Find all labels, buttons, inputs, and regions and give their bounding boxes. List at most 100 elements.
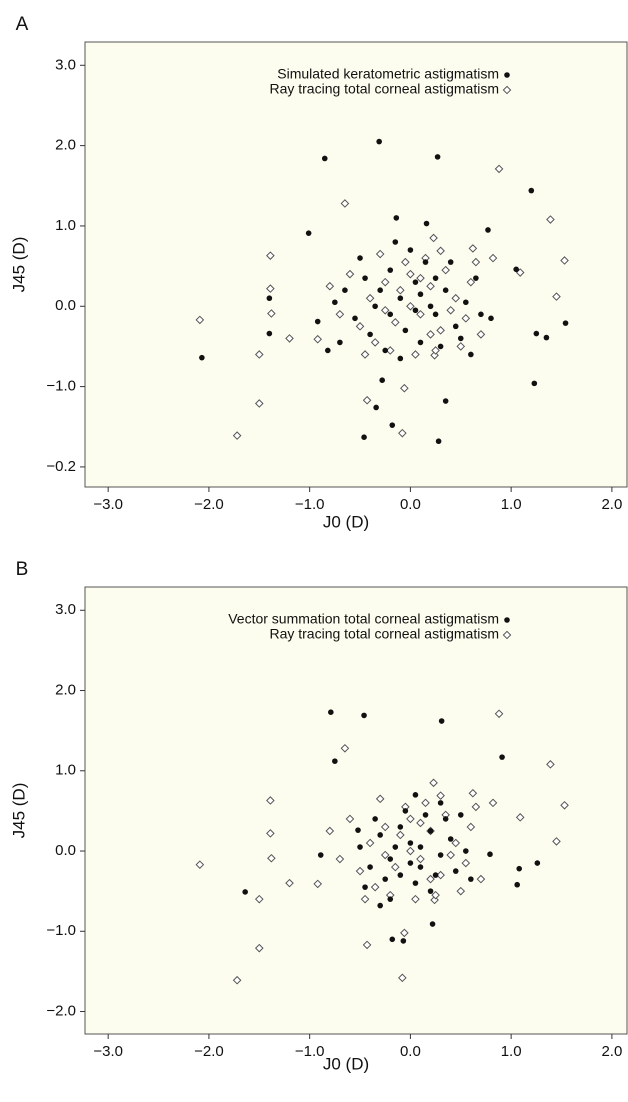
- point: [432, 311, 439, 318]
- x-tick-label: 1.0: [501, 1043, 522, 1060]
- point: [324, 347, 331, 354]
- point: [328, 709, 334, 715]
- point: [340, 743, 350, 753]
- point: [412, 792, 419, 798]
- point: [266, 796, 275, 805]
- point: [468, 351, 474, 358]
- point: [362, 395, 372, 405]
- point: [396, 285, 405, 295]
- point: [266, 330, 273, 337]
- point: [325, 281, 335, 291]
- point: [513, 266, 519, 273]
- point: [397, 355, 404, 362]
- point: [442, 816, 449, 822]
- point: [562, 320, 569, 326]
- point: [447, 259, 454, 265]
- point: [552, 837, 561, 846]
- y-tick-label: −1.0: [46, 922, 76, 939]
- series: [195, 164, 569, 440]
- legend-marker: [504, 72, 510, 78]
- point: [254, 350, 264, 359]
- point: [406, 814, 415, 824]
- point: [375, 249, 385, 259]
- point: [389, 422, 396, 428]
- legend-label: Ray tracing total corneal astigmatism: [269, 81, 499, 97]
- y-tick-label: −1.0: [46, 378, 76, 395]
- point: [382, 347, 389, 354]
- point: [494, 164, 504, 174]
- point: [372, 816, 378, 822]
- point: [377, 832, 383, 838]
- point: [332, 758, 338, 764]
- point: [342, 287, 348, 294]
- point: [390, 318, 400, 327]
- point: [446, 850, 456, 860]
- point: [411, 350, 420, 359]
- y-tick-label: −2.0: [46, 1002, 76, 1019]
- point: [376, 138, 382, 145]
- point: [345, 269, 355, 279]
- point: [476, 330, 486, 339]
- point: [377, 287, 383, 294]
- point: [365, 293, 375, 303]
- point: [416, 309, 425, 319]
- x-tick-label: 2.0: [601, 1043, 622, 1060]
- point: [372, 303, 378, 310]
- point: [437, 852, 444, 858]
- panel-label: B: [16, 559, 29, 580]
- point: [335, 854, 345, 864]
- point: [451, 293, 461, 303]
- point: [393, 215, 400, 221]
- point: [417, 844, 424, 850]
- point: [267, 853, 276, 863]
- point: [317, 852, 324, 858]
- point: [407, 840, 414, 846]
- point: [406, 269, 415, 279]
- legend: Vector summation total corneal astigmati…: [228, 611, 512, 642]
- point: [452, 323, 459, 330]
- point: [375, 794, 385, 804]
- point: [468, 244, 478, 253]
- point: [543, 334, 550, 341]
- point: [461, 858, 471, 868]
- point: [397, 872, 404, 878]
- y-tick-label: 3.0: [55, 56, 76, 73]
- point: [416, 273, 425, 283]
- point: [355, 866, 365, 876]
- point: [417, 864, 424, 870]
- point: [457, 812, 464, 818]
- point: [416, 854, 425, 864]
- point: [446, 305, 456, 315]
- point: [436, 791, 445, 800]
- point: [400, 928, 409, 938]
- point: [516, 865, 523, 872]
- point: [531, 380, 538, 387]
- point: [407, 860, 414, 866]
- point: [397, 824, 404, 830]
- point: [335, 309, 345, 319]
- point: [533, 330, 540, 337]
- point: [355, 827, 361, 833]
- point: [362, 940, 372, 950]
- point: [430, 895, 439, 905]
- y-tick-label: 2.0: [55, 137, 76, 154]
- y-tick-label: 1.0: [55, 762, 76, 779]
- point: [385, 346, 395, 355]
- point: [387, 856, 394, 862]
- point: [313, 334, 323, 344]
- point: [416, 818, 425, 828]
- point: [266, 251, 275, 260]
- point: [285, 334, 294, 343]
- point: [254, 894, 264, 904]
- point: [421, 798, 430, 808]
- point: [437, 800, 444, 806]
- point: [398, 428, 407, 438]
- point: [447, 836, 454, 842]
- point: [380, 305, 390, 315]
- point: [528, 187, 535, 194]
- point: [534, 860, 541, 866]
- point: [266, 829, 275, 838]
- point: [432, 872, 439, 878]
- point: [431, 346, 440, 355]
